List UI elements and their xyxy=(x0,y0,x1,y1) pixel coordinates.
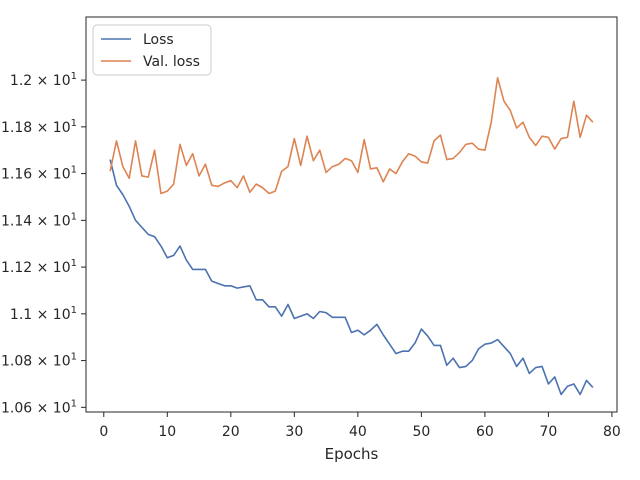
x-tick-label: 20 xyxy=(222,424,240,440)
legend-box xyxy=(92,24,212,76)
y-tick-label: 1.12 × 101 xyxy=(1,258,77,276)
x-tick-label: 50 xyxy=(412,424,430,440)
legend-label-val-loss: Val. loss xyxy=(143,54,200,70)
y-tick-label: 1.16 × 101 xyxy=(1,165,77,183)
legend-label-loss: Loss xyxy=(143,32,174,48)
x-tick-label: 60 xyxy=(476,424,494,440)
series-line-val-loss xyxy=(109,76,594,195)
x-tick-label: 80 xyxy=(603,424,621,440)
y-tick-label: 1.14 × 101 xyxy=(1,211,77,229)
legend: Loss Val. loss xyxy=(92,24,212,76)
y-tick-label: 1.08 × 101 xyxy=(1,352,77,370)
y-tick-label: 1.2 × 101 xyxy=(10,71,77,89)
x-tick-label: 10 xyxy=(158,424,176,440)
y-tick-label: 1.1 × 101 xyxy=(10,305,77,323)
x-axis-label: Epochs xyxy=(325,445,379,463)
x-tick-label: 0 xyxy=(99,424,108,440)
plot-background xyxy=(86,17,617,412)
x-tick-label: 70 xyxy=(539,424,557,440)
axes-layer: 0 10 20 30 40 50 60 70 80 1.06 × 101 1.08 × 101 1.1… xyxy=(1,16,621,440)
axes-frame xyxy=(85,16,618,413)
y-tick-label: 1.18 × 101 xyxy=(1,118,77,136)
y-tick-label: 1.06 × 101 xyxy=(1,398,77,416)
series-layer xyxy=(109,76,594,396)
series-line-loss xyxy=(109,159,594,396)
x-tick-label: 30 xyxy=(285,424,303,440)
x-tick-label: 40 xyxy=(349,424,367,440)
